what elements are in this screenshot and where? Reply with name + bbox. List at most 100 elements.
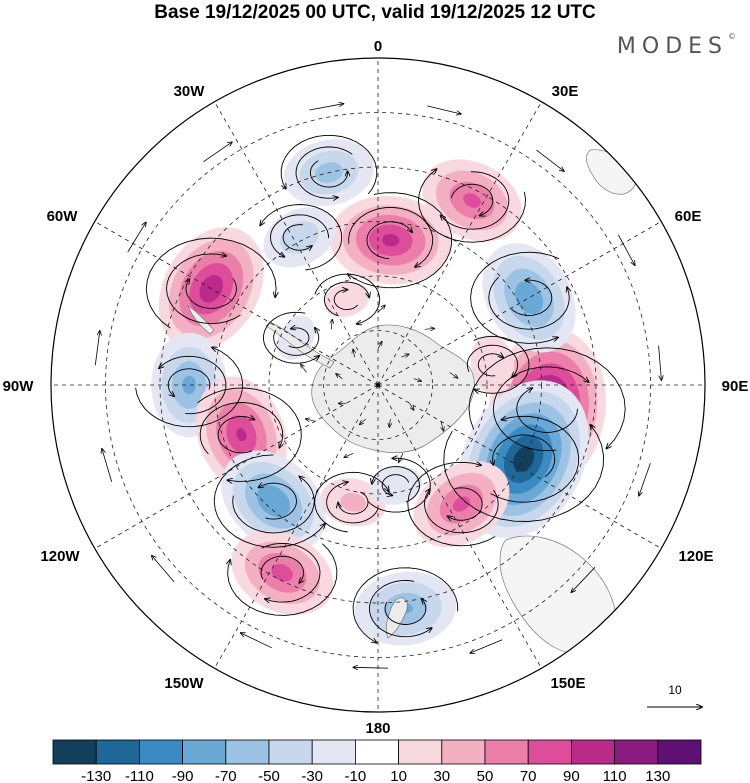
flow-arrow <box>94 331 100 366</box>
reference-vector-label: 10 <box>668 683 682 697</box>
flow-arrow <box>617 234 635 265</box>
flow-arrow <box>449 372 458 378</box>
colorbar-label: -110 <box>125 768 154 783</box>
streamline <box>474 335 530 393</box>
streamline <box>348 192 453 289</box>
anomaly-center-14 <box>320 478 386 527</box>
streamline <box>441 171 510 230</box>
flow-arrow <box>241 633 272 649</box>
flow-arrow <box>102 449 113 483</box>
contour-fill <box>236 428 247 442</box>
streamline <box>366 221 412 260</box>
longitude-line <box>214 101 379 386</box>
streamline <box>217 417 254 454</box>
colorbar-label: 50 <box>477 768 494 783</box>
streamline <box>186 279 237 309</box>
streamline <box>511 280 553 316</box>
streamline <box>259 483 297 520</box>
streamline <box>448 487 483 521</box>
streamline <box>280 134 378 195</box>
colorbar: -130 -110 -90 -70 -50 -30 -10 10 30 50 70 90 110 130 <box>52 739 702 783</box>
flow-arrow <box>536 149 564 171</box>
streamline <box>273 328 319 356</box>
longitude-line <box>377 384 542 669</box>
contour-fill <box>452 496 470 512</box>
streamline <box>295 146 353 198</box>
flow-arrow <box>306 419 316 422</box>
streamline <box>282 224 312 251</box>
colorbar-label: -50 <box>258 768 280 783</box>
streamline <box>477 354 503 377</box>
longitude-line <box>94 384 379 549</box>
streamline <box>443 425 604 522</box>
contour-fill <box>463 193 481 208</box>
colorbar-cell <box>441 739 486 765</box>
colorbar-cell <box>657 739 702 765</box>
streamline <box>384 599 426 625</box>
streamline <box>488 276 570 330</box>
colorbar-cell <box>527 739 572 765</box>
colorbar-label: -70 <box>215 768 237 783</box>
lon-label-180: 180 <box>365 720 390 737</box>
colorbar-cell <box>311 739 356 765</box>
south-pole-marker <box>376 383 380 387</box>
streamline <box>314 471 389 533</box>
flow-arrow <box>152 556 175 583</box>
flow-arrow <box>409 403 414 410</box>
flow-arrow <box>127 222 146 253</box>
colorbar-cell <box>571 739 616 765</box>
flow-arrow <box>353 349 355 358</box>
flow-arrow <box>441 421 444 431</box>
streamline <box>348 207 434 268</box>
streamline <box>261 542 321 602</box>
streamline <box>263 311 320 364</box>
flow-arrow <box>336 374 343 379</box>
streamline <box>166 254 241 325</box>
contour-fill <box>324 281 370 318</box>
colorbar-label: 90 <box>563 768 580 783</box>
contour-fill <box>382 233 400 247</box>
flow-arrow <box>413 379 422 382</box>
streamline <box>145 237 276 329</box>
streamline <box>314 273 381 324</box>
colorbar-label: 30 <box>433 768 450 783</box>
lon-label-60w: 60W <box>47 208 79 225</box>
lon-label-120w: 120W <box>40 548 80 565</box>
streamline <box>381 474 410 496</box>
modes-logo: MODES© <box>616 31 736 59</box>
colorbar-label: 70 <box>520 768 537 783</box>
streamline <box>352 567 459 643</box>
colorbar-cell <box>268 739 313 765</box>
flow-arrow <box>639 462 651 496</box>
colorbar-cell <box>484 739 529 765</box>
logo-mark: © <box>728 31 736 41</box>
streamline <box>516 388 578 433</box>
longitude-line <box>377 384 662 549</box>
colorbar-label: -90 <box>172 768 194 783</box>
streamline <box>372 466 420 503</box>
longitude-line <box>94 221 379 386</box>
streamline <box>424 489 499 534</box>
flow-arrow <box>424 329 435 330</box>
anomaly-center-16 <box>324 281 370 318</box>
streamline <box>323 281 369 317</box>
colorbar-label: 110 <box>603 768 627 783</box>
lon-label-0: 0 <box>374 38 382 55</box>
lon-label-30w: 30W <box>174 83 206 100</box>
streamline <box>338 491 369 515</box>
streamline <box>490 416 580 503</box>
streamline <box>199 402 283 455</box>
flow-arrow <box>377 305 385 313</box>
streamline <box>333 290 359 311</box>
streamline <box>232 477 315 534</box>
colorbar-cell <box>52 739 97 765</box>
logo-text: MODES <box>616 34 728 59</box>
flow-arrow <box>377 342 382 349</box>
streamline <box>260 555 304 583</box>
flow-arrow <box>353 667 388 668</box>
flow-arrow <box>203 142 233 163</box>
flow-arrow <box>571 566 596 592</box>
latitude-circle <box>323 330 433 440</box>
colorbar-label: -130 <box>81 768 111 783</box>
colorbar-cell <box>138 739 183 765</box>
